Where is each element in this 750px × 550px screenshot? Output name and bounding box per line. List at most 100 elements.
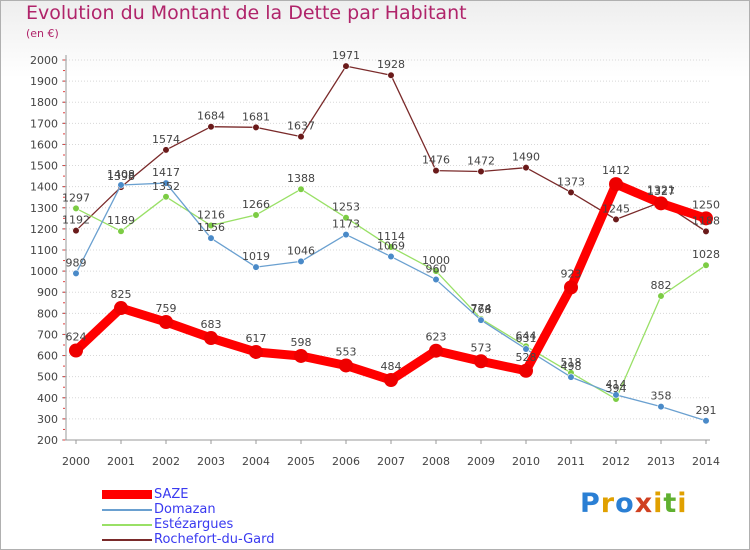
data-point [432,275,440,284]
data-point [567,188,575,196]
legend-item: SAZE [100,487,360,502]
x-tick-label: 2008 [422,455,450,468]
data-point [252,123,260,131]
data-point [117,181,125,189]
logo-letter: x [634,488,654,519]
data-point [162,146,170,154]
data-label: 1173 [332,218,360,231]
data-labels: 1192 1398 1574 1684 1681 1637 1971 1928 1476 1472… [62,49,720,417]
data-label: 1928 [377,58,405,71]
x-tick-label: 2002 [152,455,180,468]
data-point [72,204,80,213]
data-label: 573 [471,341,492,354]
y-tick-label: 400 [37,392,58,405]
data-point [387,71,395,79]
y-tick-label: 1200 [30,223,58,236]
data-label: 1417 [152,166,180,179]
data-label: 644 [516,329,537,342]
y-tick-label: 1900 [30,75,58,88]
data-label: 1253 [332,201,360,214]
data-point [387,243,395,251]
data-label: 1398 [107,170,135,183]
data-point [339,358,353,373]
data-label: 989 [66,256,87,269]
y-tick-label: 1500 [30,160,58,173]
data-point [384,373,398,388]
data-label: 683 [201,318,222,331]
data-label: 825 [111,288,132,301]
y-tick-label: 1800 [30,96,58,109]
data-label: 768 [471,303,492,316]
x-tick-label: 2010 [512,455,540,468]
data-point [204,331,218,346]
data-point [297,185,305,193]
data-point [207,221,215,230]
data-label: 1000 [422,254,450,267]
data-label: 1637 [287,120,315,133]
y-tick-label: 600 [37,350,58,363]
data-point [432,267,440,275]
data-label: 1266 [242,198,270,211]
x-tick-label: 2009 [467,455,495,468]
data-label: 624 [66,330,87,343]
data-point [657,292,665,300]
data-label: 414 [606,378,627,391]
data-point [297,133,305,141]
data-label: 1028 [692,248,720,261]
data-point [702,417,710,425]
data-label: 1245 [602,202,630,215]
legend: SAZE Domazan Estézargues Rochefort-du-Gard [100,487,360,547]
y-tick-label: 1700 [30,117,58,130]
x-tick-label: 2005 [287,455,315,468]
data-point [609,177,623,192]
data-label: 1189 [107,214,135,227]
data-label: 1971 [332,49,360,62]
legend-item: Domazan [100,502,360,517]
x-tick-label: 2011 [557,455,585,468]
data-point [159,314,173,329]
data-label: 1327 [647,185,675,198]
data-label: 1216 [197,209,225,222]
data-point [432,167,440,175]
legend-swatch [102,509,152,511]
data-label: 1019 [242,250,270,263]
data-label: 1188 [692,214,720,227]
data-point [162,179,170,187]
data-label: 1684 [197,110,225,123]
data-point [117,227,125,235]
proxiti-logo: Proxiti [580,488,688,519]
data-label: 1250 [692,198,720,211]
legend-item: Rochefort-du-Gard [100,532,360,547]
data-point [477,316,485,324]
data-label: 1297 [62,191,90,204]
data-point [567,373,575,381]
data-label: 1069 [377,240,405,253]
logo-letter: i [653,488,664,519]
y-tick-label: 500 [37,371,58,384]
legend-swatch [102,539,152,541]
data-point [72,226,80,235]
data-label: 923 [561,267,582,280]
data-label: 1046 [287,244,315,257]
x-tick-label: 2007 [377,455,405,468]
x-tick-label: 2000 [62,455,90,468]
y-tick-label: 1600 [30,138,58,151]
y-tick-label: 1100 [30,244,58,257]
data-point [519,363,533,378]
legend-item: Estézargues [100,517,360,532]
data-label: 484 [381,360,402,373]
data-label: 553 [336,345,357,358]
data-label: 394 [606,382,627,395]
data-point [657,403,665,411]
y-tick-label: 800 [37,307,58,320]
data-label: 1388 [287,172,315,185]
data-point [114,301,128,316]
chart-subtitle: (en €) [26,27,59,40]
legend-label: Domazan [154,502,216,517]
data-label: 1412 [602,164,630,177]
data-label: 358 [651,390,672,403]
data-point [522,164,530,172]
y-tick-label: 900 [37,286,58,299]
data-label: 498 [561,360,582,373]
